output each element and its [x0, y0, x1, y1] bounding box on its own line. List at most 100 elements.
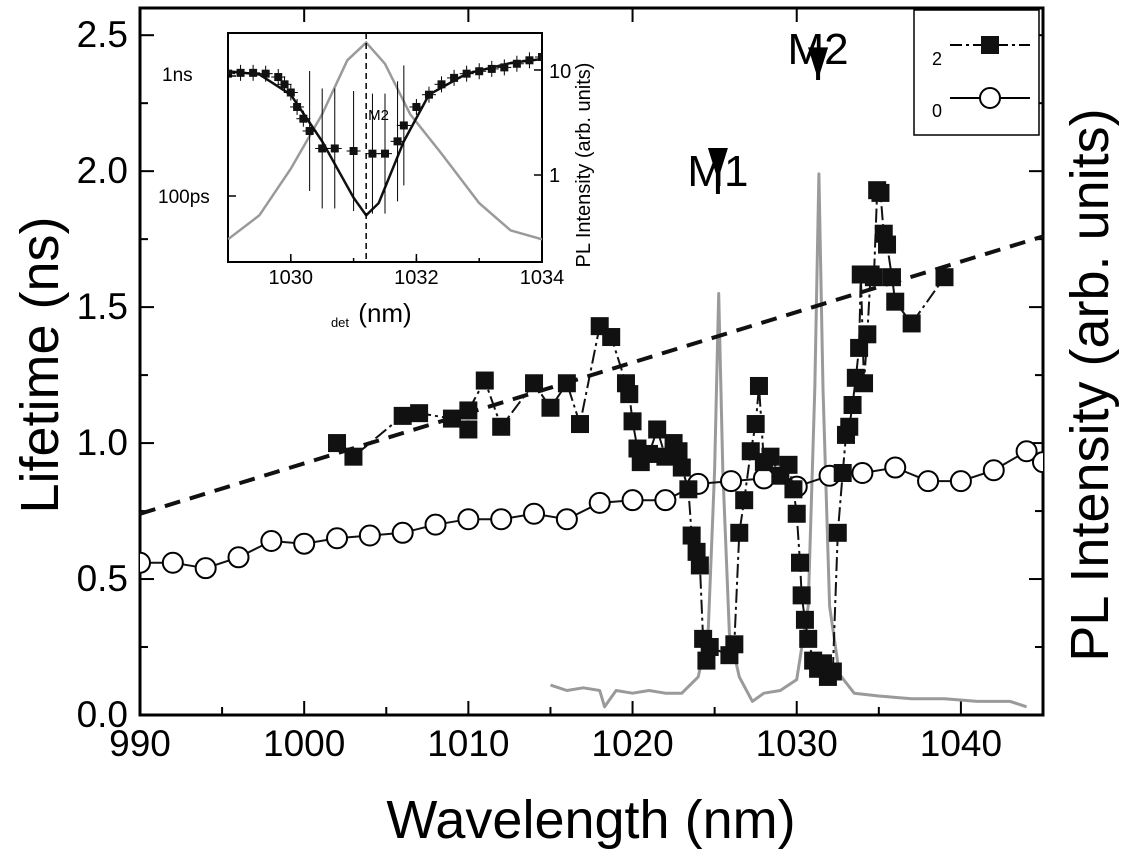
inset-point	[437, 80, 446, 89]
inset-y-tick-label: 100ps	[158, 187, 210, 208]
series-0-point	[555, 508, 578, 531]
inset-y2-tick-label: 1	[549, 165, 560, 187]
series-0-point	[227, 546, 250, 569]
series-2-point	[700, 638, 719, 657]
main-chart: 990 1000 1010 1020 1030 10400.00.51.01.52.02.…	[10, 6, 1120, 850]
inset-point	[249, 68, 258, 77]
inset-y-tick-label: 1ns	[162, 65, 193, 86]
series-2-point	[840, 417, 859, 436]
x-axis-title: Wavelength (nm)	[386, 790, 795, 850]
x-tick-label: 1040	[920, 723, 1002, 764]
inset-point	[349, 146, 358, 155]
series-2-point	[690, 556, 709, 575]
inset-point	[424, 90, 433, 99]
series-2-point	[823, 662, 842, 681]
inset-m2-label: M2	[368, 107, 389, 124]
inset-point	[368, 149, 377, 158]
y2-axis-title: PL Intensity (arb. units)	[1060, 108, 1120, 661]
inset-point	[412, 102, 421, 111]
inset-point	[399, 121, 408, 130]
series-0-point	[851, 461, 874, 484]
series-0-point	[140, 551, 151, 574]
series-2-point	[799, 629, 818, 648]
series-2-point	[679, 480, 698, 499]
inset-point	[286, 88, 295, 97]
series-2-point	[541, 398, 560, 417]
series-2-point	[784, 480, 803, 499]
series-2-point	[843, 396, 862, 415]
series-2-point	[864, 268, 883, 287]
series-2-point	[682, 526, 701, 545]
series-2-point	[828, 523, 847, 542]
series-0-point	[293, 532, 316, 555]
series-0-point	[752, 467, 775, 490]
series-0-point	[917, 470, 940, 493]
series-0-point	[949, 470, 972, 493]
legend: 20	[913, 9, 1040, 136]
inset-point	[318, 144, 327, 153]
series-2-point	[344, 447, 363, 466]
series-2-point	[669, 442, 688, 461]
series-2-point	[672, 458, 691, 477]
series-0-point	[621, 489, 644, 512]
inset-point	[274, 73, 283, 82]
series-2-point	[623, 412, 642, 431]
inset-chart: 1030 1032 1034 1ns 100ps 10 1 (nm) det PL Intensi…	[158, 32, 595, 330]
series-2-point	[787, 504, 806, 523]
series-2-point	[878, 235, 897, 254]
x-tick-label: 1000	[263, 723, 345, 764]
series-2-point	[725, 635, 744, 654]
legend-label-2: 2	[932, 49, 942, 69]
series-2-point	[442, 409, 461, 428]
y-tick-label: 0.0	[77, 694, 128, 735]
series-2-point	[791, 553, 810, 572]
inset-point	[475, 67, 484, 76]
inset-point	[305, 126, 314, 135]
y-tick-label: 1.5	[77, 286, 128, 327]
series-2-point	[475, 371, 494, 390]
series-2-point	[850, 338, 869, 357]
legend-marker-0	[979, 87, 1001, 109]
inset-x-axis-subscript: det	[331, 315, 349, 330]
series-0-point	[884, 456, 907, 479]
series-2-point	[761, 447, 780, 466]
inset-point	[393, 137, 402, 146]
series-0-point	[391, 521, 414, 544]
series-0-point	[358, 524, 381, 547]
series-2-point	[795, 610, 814, 629]
inset-point	[236, 68, 245, 77]
series-2-point	[410, 404, 429, 423]
series-2-point	[459, 401, 478, 420]
inset-point	[330, 144, 339, 153]
series-2-point	[779, 455, 798, 474]
series-2-point	[792, 586, 811, 605]
series-2-point	[746, 415, 765, 434]
pl-spectrum-line	[550, 172, 1028, 709]
inset-x-tick-label: 1034	[520, 267, 565, 289]
series-2-point	[935, 268, 954, 287]
series-2-point	[858, 325, 877, 344]
series-0-point	[326, 527, 349, 550]
series-2-point	[492, 417, 511, 436]
series-2-point	[639, 444, 658, 463]
inset-point	[261, 69, 270, 78]
series-2-point	[459, 420, 478, 439]
series-0-point	[982, 459, 1005, 482]
inset-x-tick-label: 1032	[394, 267, 439, 289]
series-2-point	[602, 328, 621, 347]
series-2-point	[735, 491, 754, 510]
inset-point	[293, 102, 302, 111]
y-tick-label: 1.0	[77, 422, 128, 463]
inset-point	[525, 56, 534, 65]
series-0-point	[161, 551, 184, 574]
series-2-point	[620, 385, 639, 404]
series-2-point	[393, 406, 412, 425]
inset-point	[487, 64, 496, 73]
series-0-point	[424, 513, 447, 536]
inset-point	[381, 149, 389, 158]
inset-point	[228, 69, 232, 78]
series-0-point	[654, 489, 677, 512]
inset-point	[538, 53, 542, 62]
series-0-point	[1015, 440, 1038, 463]
